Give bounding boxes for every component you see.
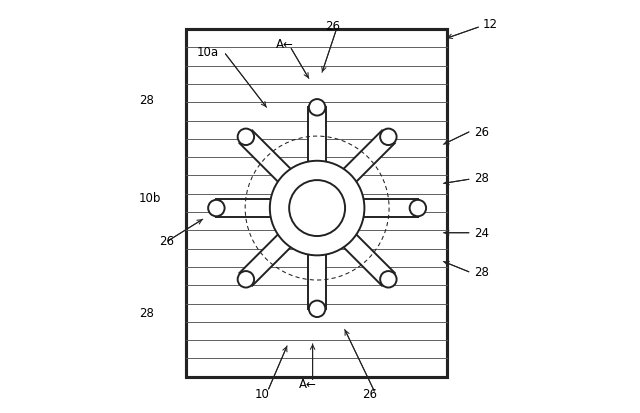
Polygon shape (239, 131, 292, 183)
Polygon shape (342, 131, 395, 183)
Text: 10a: 10a (197, 46, 220, 59)
Polygon shape (342, 234, 395, 286)
Text: 10b: 10b (139, 192, 161, 205)
Text: 26: 26 (362, 387, 377, 400)
Circle shape (289, 180, 345, 237)
Circle shape (380, 271, 397, 288)
Polygon shape (308, 108, 326, 164)
Text: 26: 26 (474, 126, 489, 139)
Circle shape (237, 129, 254, 146)
Text: 26: 26 (325, 19, 340, 33)
Polygon shape (362, 199, 418, 218)
Circle shape (380, 129, 397, 146)
Text: 28: 28 (474, 171, 489, 184)
Polygon shape (216, 199, 273, 218)
Text: A←: A← (299, 377, 317, 390)
Text: 28: 28 (474, 266, 489, 279)
Circle shape (237, 271, 254, 288)
Text: 28: 28 (139, 307, 154, 320)
Circle shape (270, 161, 364, 256)
Text: 26: 26 (159, 235, 175, 248)
Bar (186, 30, 447, 377)
Text: 12: 12 (483, 17, 497, 31)
Text: 24: 24 (474, 227, 489, 240)
Text: 28: 28 (139, 93, 154, 106)
Text: 10: 10 (255, 387, 270, 400)
Circle shape (208, 200, 225, 217)
Polygon shape (239, 234, 292, 286)
Circle shape (309, 301, 325, 317)
Polygon shape (308, 253, 326, 309)
Circle shape (309, 100, 325, 116)
Circle shape (410, 200, 426, 217)
Text: A←: A← (276, 38, 294, 51)
